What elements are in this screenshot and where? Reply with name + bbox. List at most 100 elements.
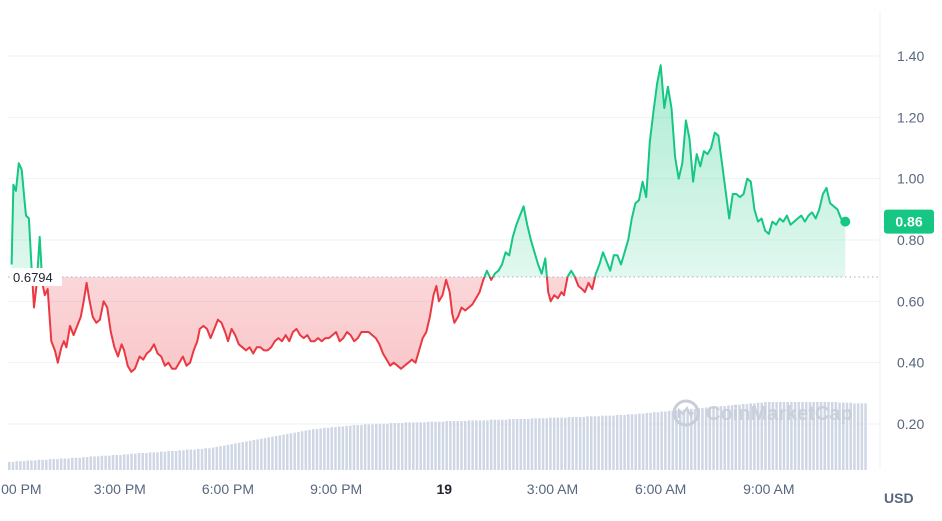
- volume-bar: [842, 402, 845, 470]
- volume-bar: [52, 459, 55, 470]
- volume-bar: [526, 419, 530, 470]
- volume-bar: [552, 417, 556, 470]
- volume-bar: [426, 421, 430, 470]
- coinmarketcap-watermark: CoinMarketCap: [672, 399, 853, 427]
- volume-bar: [497, 419, 500, 470]
- volume-bar: [775, 402, 778, 470]
- volume-bar: [830, 402, 834, 470]
- volume-bar: [148, 452, 152, 470]
- volume-bar: [45, 459, 48, 470]
- volume-bar: [237, 442, 241, 470]
- volume-bar: [122, 454, 126, 470]
- volume-bar: [575, 416, 578, 470]
- volume-bar: [567, 416, 571, 470]
- volume-bar: [545, 418, 549, 470]
- price-line-below: [31, 276, 597, 373]
- volume-bar: [534, 418, 537, 470]
- volume-bar: [801, 402, 804, 470]
- volume-bar: [382, 423, 385, 470]
- volume-bars: [8, 402, 867, 470]
- volume-bar: [345, 425, 348, 470]
- volume-bar: [311, 429, 315, 470]
- volume-bar: [89, 456, 93, 470]
- volume-bar: [716, 406, 719, 470]
- volume-bar: [475, 420, 478, 470]
- volume-bar: [719, 406, 723, 470]
- volume-bar: [315, 429, 319, 470]
- volume-bar: [174, 450, 178, 470]
- volume-bar: [641, 413, 645, 470]
- volume-bar: [667, 410, 671, 470]
- volume-bar: [19, 461, 22, 470]
- volume-bar: [723, 406, 726, 470]
- volume-bar: [134, 453, 137, 470]
- volume-bar: [690, 408, 693, 470]
- volume-bar: [808, 402, 812, 470]
- volume-bar: [141, 453, 144, 470]
- volume-bar: [96, 456, 100, 470]
- volume-bar: [171, 450, 174, 470]
- volume-bar: [786, 402, 789, 470]
- volume-bar: [37, 459, 41, 470]
- volume-bar: [74, 457, 78, 470]
- volume-bar: [245, 441, 248, 470]
- volume-bar: [645, 412, 649, 470]
- volume-bar: [282, 434, 285, 470]
- volume-bar: [456, 421, 460, 470]
- volume-bar: [197, 448, 200, 470]
- volume-bar: [730, 405, 734, 470]
- volume-bar: [167, 450, 170, 470]
- volume-bar: [267, 437, 270, 470]
- volume-bar: [738, 404, 741, 470]
- volume-bar: [85, 457, 89, 470]
- y-tick-label: 0.40: [897, 355, 924, 371]
- volume-bar: [449, 421, 452, 470]
- volume-bar: [741, 404, 745, 470]
- volume-bar: [653, 412, 656, 470]
- volume-bar: [408, 422, 411, 470]
- volume-bar: [671, 410, 675, 470]
- volume-bar: [252, 440, 256, 470]
- volume-bar: [530, 418, 534, 470]
- volume-bar: [460, 421, 463, 470]
- volume-bar: [56, 459, 59, 470]
- currency-label: USD: [884, 490, 914, 506]
- volume-bar: [541, 418, 545, 470]
- current-price-dot: [840, 216, 851, 227]
- volume-bar: [790, 402, 793, 470]
- volume-bar: [130, 453, 133, 470]
- volume-bar: [360, 425, 363, 470]
- volume-bar: [753, 403, 756, 470]
- volume-bar: [864, 403, 867, 470]
- volume-bar: [482, 420, 485, 470]
- volume-bar: [189, 449, 193, 470]
- volume-bar: [393, 423, 397, 470]
- volume-bar: [452, 421, 456, 470]
- volume-bar: [208, 448, 211, 470]
- volume-bar: [274, 436, 278, 470]
- volume-bar: [371, 424, 374, 470]
- volume-bar: [319, 428, 322, 470]
- volume-bar: [816, 402, 819, 470]
- volume-bar: [571, 416, 574, 470]
- volume-bar: [93, 456, 96, 470]
- volume-bar: [812, 402, 815, 470]
- volume-bar: [293, 432, 296, 470]
- volume-bar: [185, 449, 189, 470]
- volume-bar: [638, 413, 641, 470]
- volume-bar: [493, 419, 497, 470]
- volume-bar: [397, 423, 400, 470]
- volume-bar: [834, 402, 838, 470]
- volume-bar: [349, 425, 352, 470]
- x-tick-label: 9:00 PM: [310, 481, 362, 497]
- volume-bar: [664, 411, 667, 470]
- volume-bar: [823, 402, 827, 470]
- x-tick-label: 3:00 PM: [94, 481, 146, 497]
- volume-bar: [304, 430, 308, 470]
- volume-bar: [22, 461, 26, 470]
- volume-bar: [549, 417, 552, 470]
- volume-bar: [204, 448, 207, 470]
- volume-bar: [326, 427, 330, 470]
